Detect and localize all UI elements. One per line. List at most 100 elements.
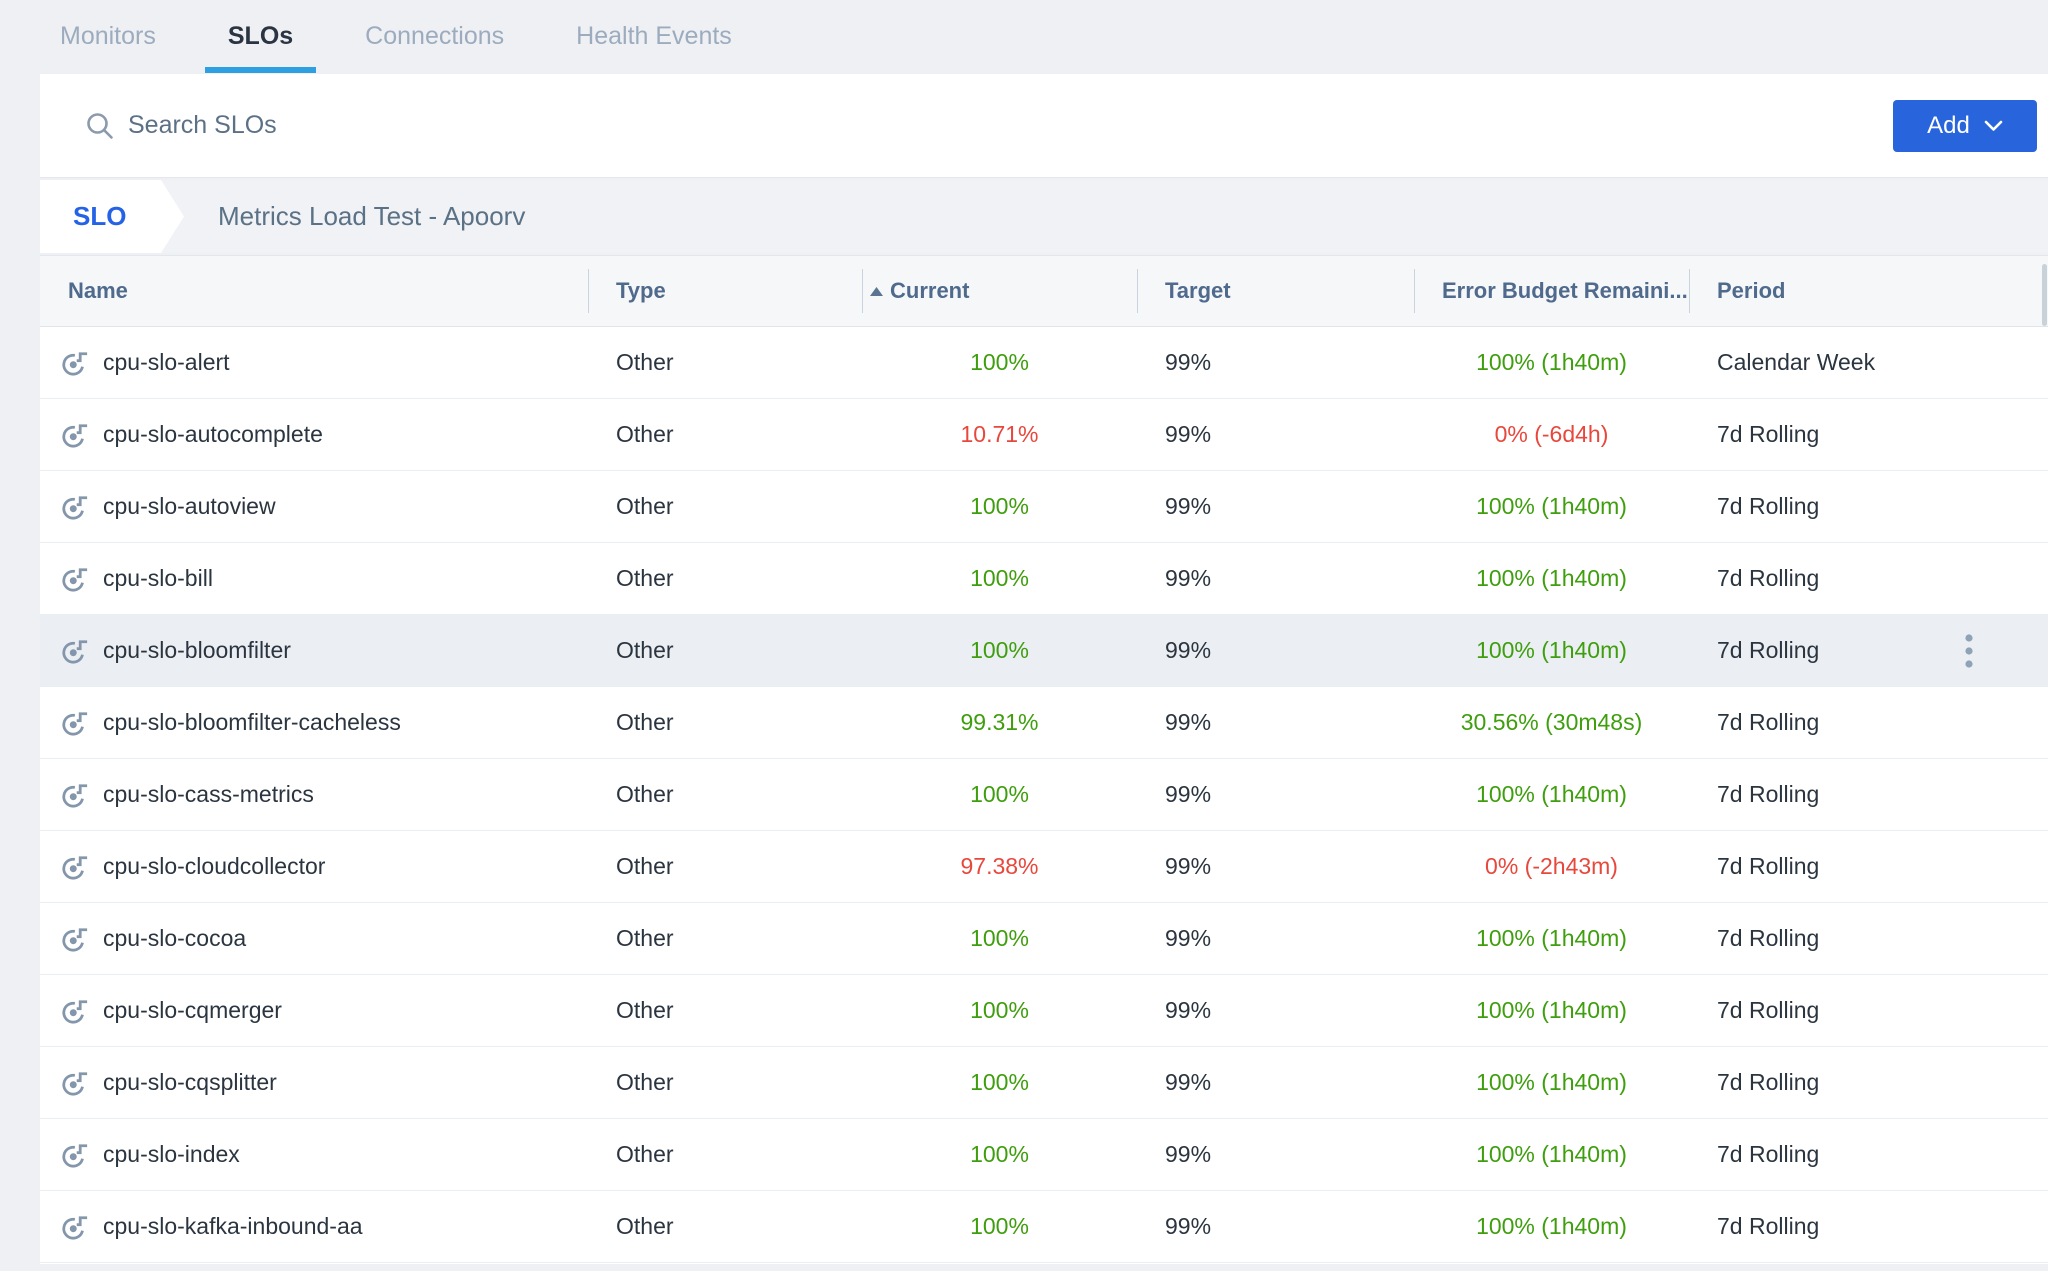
slo-period: 7d Rolling bbox=[1717, 853, 1820, 879]
slo-current-value: 100% bbox=[970, 925, 1029, 951]
slo-current-value: 100% bbox=[970, 1213, 1029, 1239]
table-row[interactable]: cpu-slo-alert Other 100% 99% 100% (1h40m… bbox=[40, 327, 2048, 399]
slo-period: 7d Rolling bbox=[1717, 1069, 1820, 1095]
slo-target-value: 99% bbox=[1165, 1069, 1212, 1095]
slo-period: 7d Rolling bbox=[1717, 421, 1820, 447]
vertical-scrollbar[interactable] bbox=[2042, 256, 2047, 1263]
column-header-type[interactable]: Type bbox=[588, 256, 862, 326]
slo-type: Other bbox=[616, 493, 674, 519]
breadcrumb-slo-label: SLO bbox=[73, 201, 127, 231]
slo-target-value: 99% bbox=[1165, 1141, 1212, 1167]
table-row[interactable]: cpu-slo-cocoa Other 100% 99% 100% (1h40m… bbox=[40, 903, 2048, 975]
slo-gauge-icon bbox=[60, 996, 90, 1026]
slo-error-budget: 100% (1h40m) bbox=[1476, 1069, 1627, 1095]
slo-gauge-icon bbox=[60, 636, 90, 666]
slo-error-budget: 100% (1h40m) bbox=[1476, 493, 1627, 519]
slo-name-cell: cpu-slo-kafka-inbound-aa bbox=[40, 1191, 588, 1262]
slo-gauge-icon bbox=[60, 348, 90, 378]
slo-error-budget: 100% (1h40m) bbox=[1476, 565, 1627, 591]
slo-name-cell: cpu-slo-bill bbox=[40, 543, 588, 614]
slo-target-value: 99% bbox=[1165, 637, 1212, 663]
slo-error-budget: 100% (1h40m) bbox=[1476, 1213, 1627, 1239]
slo-target-value: 99% bbox=[1165, 493, 1212, 519]
slo-name: cpu-slo-alert bbox=[103, 349, 230, 375]
slo-period: 7d Rolling bbox=[1717, 1141, 1820, 1167]
column-header-target[interactable]: Target bbox=[1137, 256, 1414, 326]
tab-health-events[interactable]: Health Events bbox=[576, 22, 732, 50]
search-input[interactable] bbox=[126, 110, 2048, 141]
slo-name: cpu-slo-cass-metrics bbox=[103, 781, 314, 807]
slo-gauge-icon bbox=[60, 708, 90, 738]
slo-current-value: 100% bbox=[970, 1141, 1029, 1167]
scrollbar-thumb[interactable] bbox=[2042, 264, 2047, 326]
column-header-name[interactable]: Name bbox=[68, 278, 128, 303]
table-row[interactable]: cpu-slo-bloomfilter Other 100% 99% 100% … bbox=[40, 615, 2048, 687]
chevron-down-icon bbox=[1984, 120, 2003, 131]
slo-gauge-icon bbox=[60, 1140, 90, 1170]
slo-error-budget: 100% (1h40m) bbox=[1476, 781, 1627, 807]
slo-name: cpu-slo-autoview bbox=[103, 493, 276, 519]
slo-period: 7d Rolling bbox=[1717, 997, 1820, 1023]
table-row[interactable]: cpu-slo-bill Other 100% 99% 100% (1h40m)… bbox=[40, 543, 2048, 615]
slo-period: 7d Rolling bbox=[1717, 493, 1820, 519]
slo-gauge-icon bbox=[60, 1212, 90, 1242]
slo-target-value: 99% bbox=[1165, 565, 1212, 591]
table-row[interactable]: cpu-slo-cqsplitter Other 100% 99% 100% (… bbox=[40, 1047, 2048, 1119]
slo-name: cpu-slo-cloudcollector bbox=[103, 853, 326, 879]
tab-connections[interactable]: Connections bbox=[365, 22, 505, 50]
slo-target-value: 99% bbox=[1165, 1213, 1212, 1239]
slo-type: Other bbox=[616, 997, 674, 1023]
tab-monitors[interactable]: Monitors bbox=[60, 22, 156, 50]
slo-name-cell: cpu-slo-autoview bbox=[40, 471, 588, 542]
column-header-period[interactable]: Period bbox=[1689, 256, 2048, 326]
slo-period: 7d Rolling bbox=[1717, 781, 1820, 807]
slo-type: Other bbox=[616, 709, 674, 735]
slo-period: 7d Rolling bbox=[1717, 925, 1820, 951]
slo-gauge-icon bbox=[60, 420, 90, 450]
breadcrumb: SLO Metrics Load Test - Apoorv bbox=[40, 180, 2048, 253]
slo-name-cell: cpu-slo-alert bbox=[40, 327, 588, 398]
slo-target-value: 99% bbox=[1165, 853, 1212, 879]
slo-name-cell: cpu-slo-cqsplitter bbox=[40, 1047, 588, 1118]
tab-slos[interactable]: SLOs bbox=[204, 0, 317, 73]
slo-type: Other bbox=[616, 349, 674, 375]
table-row[interactable]: cpu-slo-cqmerger Other 100% 99% 100% (1h… bbox=[40, 975, 2048, 1047]
slo-name: cpu-slo-bloomfilter bbox=[103, 637, 291, 663]
slo-gauge-icon bbox=[60, 852, 90, 882]
slo-name-cell: cpu-slo-index bbox=[40, 1119, 588, 1190]
slo-error-budget: 100% (1h40m) bbox=[1476, 925, 1627, 951]
slo-error-budget: 100% (1h40m) bbox=[1476, 349, 1627, 375]
slo-period: 7d Rolling bbox=[1717, 1213, 1820, 1239]
slo-name: cpu-slo-kafka-inbound-aa bbox=[103, 1213, 363, 1239]
slo-current-value: 100% bbox=[970, 997, 1029, 1023]
slo-type: Other bbox=[616, 925, 674, 951]
slo-type: Other bbox=[616, 565, 674, 591]
slo-error-budget: 0% (-2h43m) bbox=[1485, 853, 1618, 879]
page-title: Metrics Load Test - Apoorv bbox=[218, 201, 526, 231]
slo-name: cpu-slo-index bbox=[103, 1141, 240, 1167]
table-row[interactable]: cpu-slo-autoview Other 100% 99% 100% (1h… bbox=[40, 471, 2048, 543]
slo-type: Other bbox=[616, 1213, 674, 1239]
slo-name-cell: cpu-slo-cqmerger bbox=[40, 975, 588, 1046]
row-actions-kebab-icon[interactable] bbox=[1954, 615, 1984, 687]
column-header-error-budget[interactable]: Error Budget Remaini... bbox=[1414, 256, 1689, 326]
sort-ascending-icon bbox=[870, 286, 883, 296]
column-header-current[interactable]: Current bbox=[862, 256, 1137, 326]
slo-gauge-icon bbox=[60, 1068, 90, 1098]
slo-name: cpu-slo-cqmerger bbox=[103, 997, 282, 1023]
table-row[interactable]: cpu-slo-index Other 100% 99% 100% (1h40m… bbox=[40, 1119, 2048, 1191]
table-row[interactable]: cpu-slo-kafka-inbound-aa Other 100% 99% … bbox=[40, 1191, 2048, 1263]
column-header-current-label: Current bbox=[890, 278, 970, 303]
table-row[interactable]: cpu-slo-bloomfilter-cacheless Other 99.3… bbox=[40, 687, 2048, 759]
table-row[interactable]: cpu-slo-cass-metrics Other 100% 99% 100%… bbox=[40, 759, 2048, 831]
add-button[interactable]: Add bbox=[1893, 100, 2037, 152]
slo-name: cpu-slo-cocoa bbox=[103, 925, 247, 951]
table-row[interactable]: cpu-slo-autocomplete Other 10.71% 99% 0%… bbox=[40, 399, 2048, 471]
slo-type: Other bbox=[616, 781, 674, 807]
slo-target-value: 99% bbox=[1165, 349, 1212, 375]
table-row[interactable]: cpu-slo-cloudcollector Other 97.38% 99% … bbox=[40, 831, 2048, 903]
slo-type: Other bbox=[616, 637, 674, 663]
breadcrumb-slo-chip[interactable]: SLO bbox=[40, 180, 184, 253]
slo-current-value: 100% bbox=[970, 565, 1029, 591]
